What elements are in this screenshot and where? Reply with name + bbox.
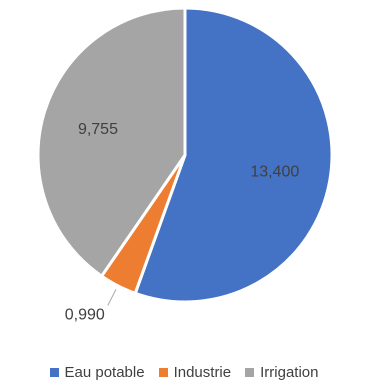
legend-item-irrigation: Irrigation [245,364,318,381]
pie-slice-irrigation [36,6,187,278]
legend: Eau potable Industrie Irrigation [0,361,368,383]
legend-label-industrie: Industrie [173,363,232,381]
data-label-irrigation: 9,755 [78,121,118,138]
leader-line-industrie [107,289,117,306]
legend-label-eau-potable: Eau potable [64,363,145,381]
data-label-industrie: 0,990 [65,306,105,323]
legend-item-eau-potable: Eau potable [49,363,145,381]
legend-swatch-eau-potable [49,367,59,377]
pie-slice-eau-potable [133,6,334,304]
legend-label-irrigation: Irrigation [260,363,319,381]
pie-chart: 13,400 0,990 9,755 [36,6,334,323]
data-label-eau-potable: 13,400 [250,164,299,181]
legend-item-industrie: Industrie [158,363,232,381]
legend-swatch-industrie [158,367,168,377]
legend-swatch-irrigation [245,367,255,377]
